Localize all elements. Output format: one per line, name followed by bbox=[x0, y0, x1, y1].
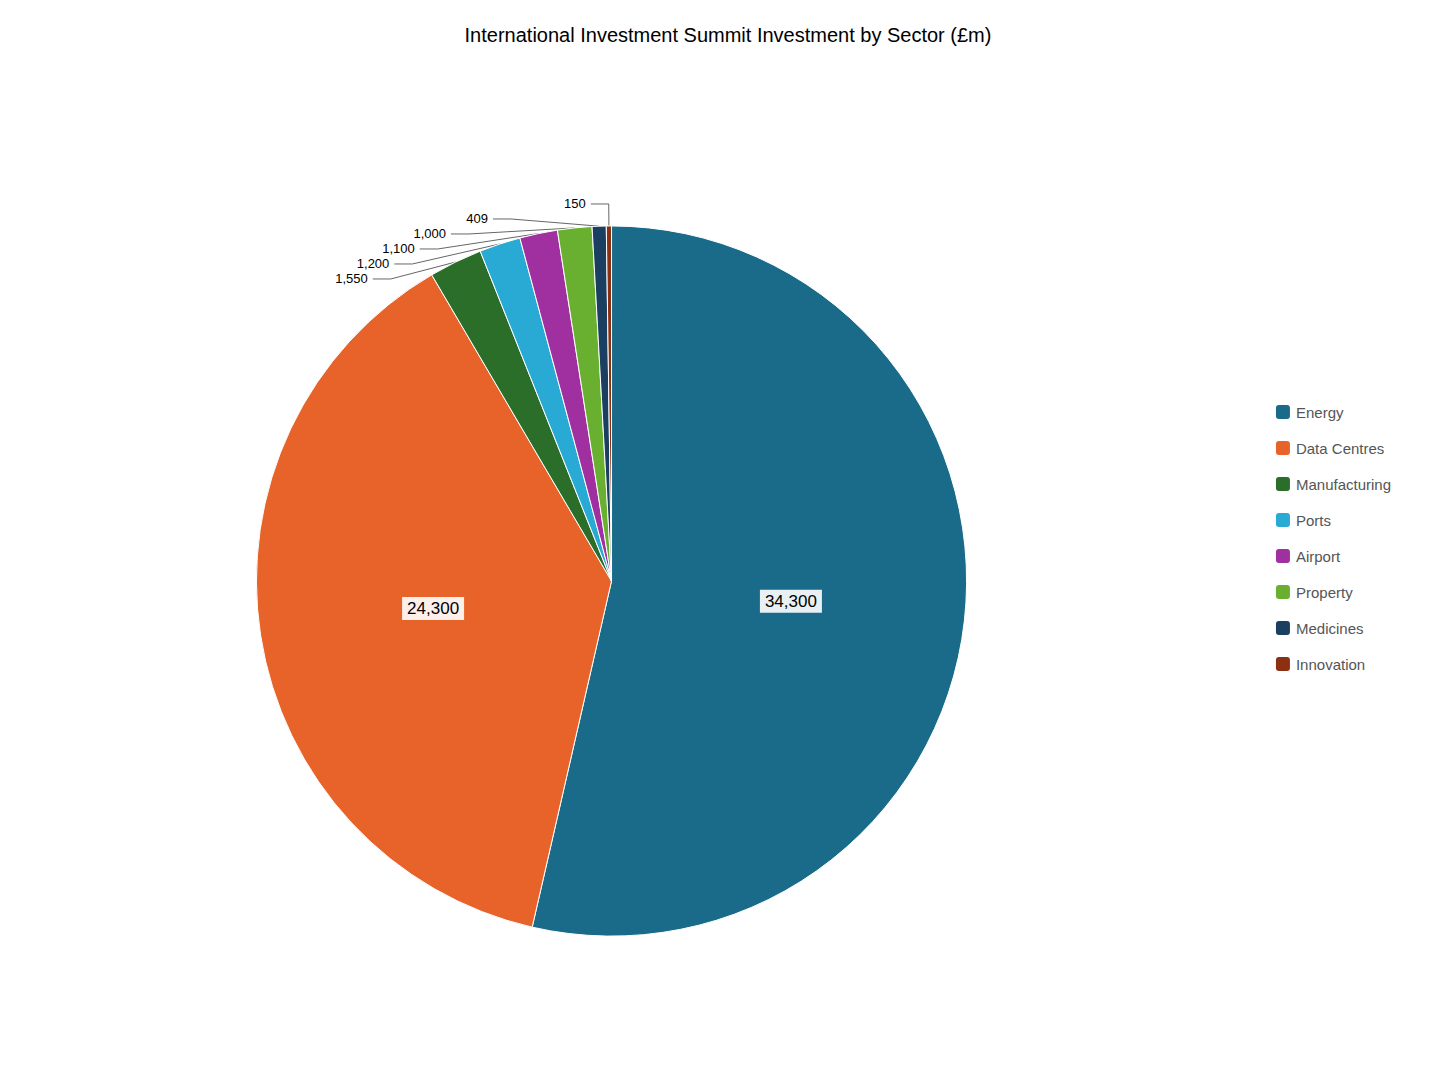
svg-text:Manufacturing: Manufacturing bbox=[1296, 476, 1391, 493]
svg-text:1,000: 1,000 bbox=[413, 226, 446, 241]
svg-text:1,200: 1,200 bbox=[357, 256, 390, 271]
svg-text:Ports: Ports bbox=[1296, 512, 1331, 529]
svg-text:24,300: 24,300 bbox=[407, 599, 459, 618]
svg-text:150: 150 bbox=[564, 196, 586, 211]
svg-text:1,100: 1,100 bbox=[382, 241, 415, 256]
svg-text:409: 409 bbox=[466, 211, 488, 226]
svg-text:34,300: 34,300 bbox=[765, 592, 817, 611]
svg-text:Energy: Energy bbox=[1296, 404, 1344, 421]
svg-text:Innovation: Innovation bbox=[1296, 656, 1365, 673]
svg-text:Data Centres: Data Centres bbox=[1296, 440, 1384, 457]
svg-text:Property: Property bbox=[1296, 584, 1353, 601]
svg-text:Medicines: Medicines bbox=[1296, 620, 1364, 637]
svg-text:1,550: 1,550 bbox=[335, 271, 368, 286]
svg-text:International Investment Summi: International Investment Summit Investme… bbox=[465, 24, 992, 46]
svg-text:Airport: Airport bbox=[1296, 548, 1341, 565]
